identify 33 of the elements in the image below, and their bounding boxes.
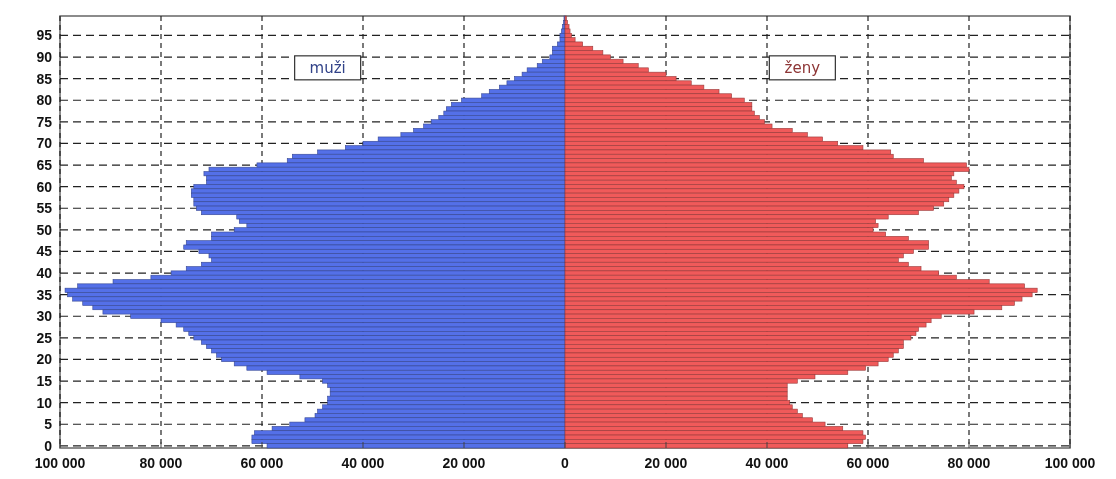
y-tick-label: 65	[36, 157, 53, 174]
y-tick-label: 70	[36, 135, 53, 152]
y-tick-label: 95	[36, 27, 53, 44]
y-tick-label: 55	[36, 200, 53, 217]
y-tick-label: 50	[36, 221, 53, 238]
y-tick-label: 0	[44, 437, 53, 454]
x-tick-label: 20 000	[442, 455, 486, 471]
x-tick-label: 40 000	[745, 455, 789, 471]
y-tick-label: 80	[36, 92, 53, 109]
x-tick-label: 20 000	[644, 455, 688, 471]
text: ženy	[784, 58, 821, 77]
x-tick-label: 80 000	[947, 455, 991, 471]
y-tick-label: 5	[44, 416, 53, 433]
x-tick-label: 100 000	[34, 455, 86, 471]
x-tick-label: 100 000	[1044, 455, 1096, 471]
y-tick-label: 35	[36, 286, 53, 303]
x-tick-label: 40 000	[341, 455, 385, 471]
text: muži	[309, 58, 346, 77]
y-tick-label: 40	[36, 265, 53, 282]
y-tick-label: 10	[36, 394, 53, 411]
x-tick-label: 80 000	[139, 455, 183, 471]
x-tick-label: 0	[561, 455, 570, 471]
y-tick-label: 90	[36, 49, 53, 66]
y-tick-label: 25	[36, 329, 53, 346]
y-tick-label: 30	[36, 308, 53, 325]
y-tick-label: 15	[36, 373, 53, 390]
x-tick-label: 60 000	[846, 455, 890, 471]
y-tick-label: 20	[36, 351, 53, 368]
x-tick-label: 60 000	[240, 455, 284, 471]
y-tick-label: 60	[36, 178, 53, 195]
y-tick-label: 45	[36, 243, 53, 260]
y-tick-label: 75	[36, 113, 53, 130]
y-tick-label: 85	[36, 70, 53, 87]
